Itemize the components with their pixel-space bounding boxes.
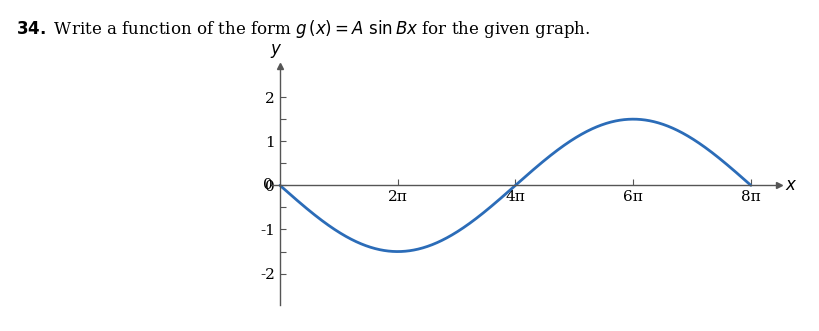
Text: $\mathbf{34.}$ Write a function of the form $g\,(x) = A\ \mathrm{sin}\,Bx$ for t: $\mathbf{34.}$ Write a function of the f…	[16, 18, 590, 40]
Text: $y$: $y$	[269, 42, 282, 60]
Text: $x$: $x$	[784, 176, 796, 194]
Text: 0: 0	[262, 178, 272, 192]
